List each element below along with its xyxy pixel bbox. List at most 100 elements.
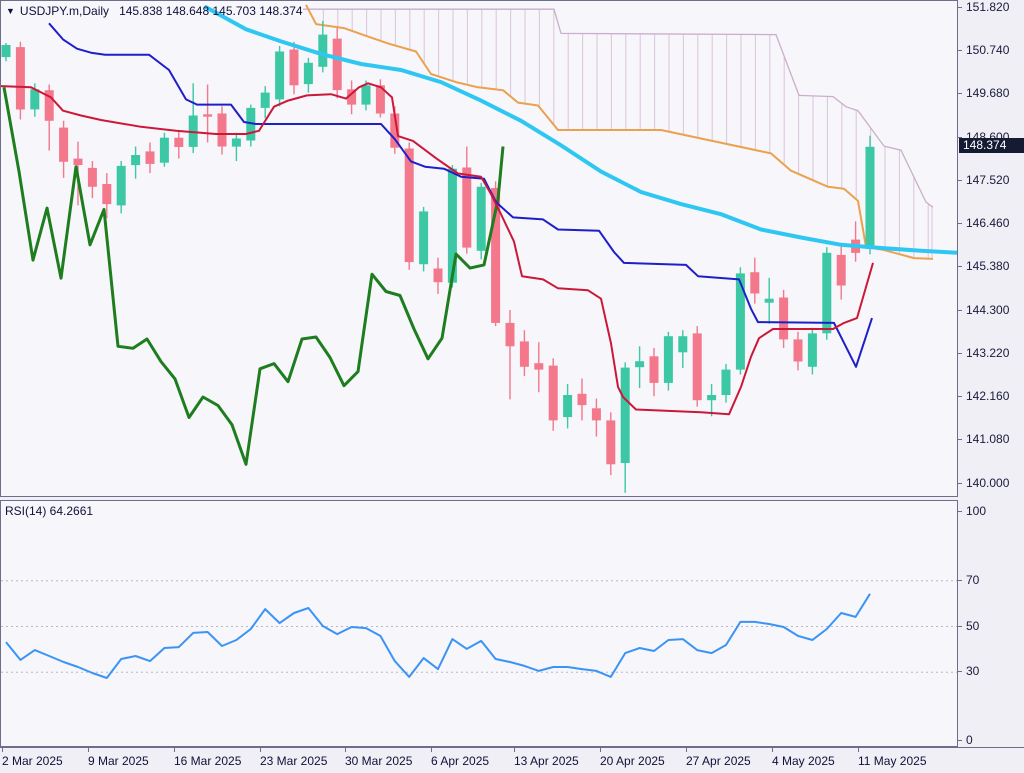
- bull-candle: [822, 247, 832, 340]
- bull-candle: [476, 182, 486, 260]
- date-axis-tick: [858, 748, 859, 752]
- bull-candle: [807, 327, 817, 375]
- rsi-axis-tick: [958, 626, 962, 627]
- bear-candle: [332, 28, 342, 99]
- date-axis-label: 16 Mar 2025: [174, 754, 242, 768]
- date-axis-tick: [431, 748, 432, 752]
- rsi-axis-label: 50: [966, 619, 980, 633]
- rsi-axis-tick: [958, 511, 962, 512]
- bull-candle: [707, 384, 717, 417]
- bull-candle: [663, 331, 673, 391]
- price-axis-label: 146.460: [966, 216, 1010, 230]
- date-axis-label: 6 Apr 2025: [431, 754, 490, 768]
- bull-candle: [635, 346, 645, 389]
- date-axis-tick: [260, 748, 261, 752]
- date-axis-tick: [2, 748, 3, 752]
- price-axis-tick: [958, 7, 962, 8]
- bear-candle: [404, 142, 414, 270]
- bull-candle: [1, 43, 11, 62]
- rsi-line: [5, 593, 871, 679]
- bear-candle: [102, 173, 112, 219]
- date-axis-tick: [772, 748, 773, 752]
- price-axis-tick: [958, 310, 962, 311]
- bear-candle: [851, 221, 861, 262]
- rsi-axis-tick: [958, 740, 962, 741]
- bear-candle: [375, 79, 385, 118]
- bear-candle: [649, 347, 659, 397]
- bear-candle: [87, 161, 97, 199]
- date-axis-tick: [514, 748, 515, 752]
- bull-candle: [419, 206, 429, 272]
- bull-candle: [188, 83, 198, 153]
- bear-candle: [433, 257, 443, 294]
- date-axis[interactable]: 2 Mar 2025 9 Mar 2025 16 Mar 2025 23 Mar 20…: [0, 747, 1024, 773]
- bull-candle: [116, 161, 126, 214]
- chevron-down-icon[interactable]: ▼: [6, 6, 15, 16]
- bear-candle: [534, 342, 544, 393]
- price-axis-tick: [958, 50, 962, 51]
- bull-candle: [678, 330, 688, 368]
- bull-candle: [275, 45, 285, 107]
- ohlc-values: 145.838 148.648 145.703 148.374: [119, 4, 303, 18]
- rsi-axis-label: 100: [966, 504, 987, 518]
- date-axis-tick: [88, 748, 89, 752]
- price-axis-tick: [958, 483, 962, 484]
- bull-candle: [361, 80, 371, 111]
- rsi-indicator-pane[interactable]: [0, 500, 958, 747]
- bear-candle: [174, 130, 184, 159]
- candles-layer: [1, 20, 875, 493]
- bull-candle: [231, 132, 241, 161]
- ichimoku-cloud-hatch: [308, 9, 933, 259]
- moving-average-line: [204, 5, 957, 255]
- bull-candle: [303, 57, 313, 93]
- rsi-chart[interactable]: [1, 501, 957, 746]
- price-axis-label: 149.680: [966, 86, 1010, 100]
- date-axis-label: 4 May 2025: [772, 754, 835, 768]
- bear-candle: [59, 120, 69, 178]
- price-axis-tick: [958, 93, 962, 94]
- bear-candle: [750, 257, 760, 304]
- date-axis-label: 30 Mar 2025: [345, 754, 413, 768]
- price-axis-label: 141.080: [966, 432, 1010, 446]
- candlestick-chart[interactable]: [1, 1, 957, 496]
- price-axis-tick: [958, 439, 962, 440]
- tenkan-sen-line: [1, 82, 874, 416]
- price-axis-tick: [958, 396, 962, 397]
- price-axis-tick: [958, 137, 962, 138]
- rsi-indicator-label: RSI(14) 64.2661: [5, 504, 94, 518]
- senkou-span-a-line: [303, 8, 934, 208]
- price-axis-label: 142.160: [966, 389, 1010, 403]
- bull-candle: [159, 132, 169, 167]
- bull-candle: [764, 277, 774, 324]
- bull-candle: [260, 86, 270, 119]
- bear-candle: [505, 310, 515, 400]
- main-chart-pane[interactable]: [0, 0, 958, 497]
- date-axis-label: 9 Mar 2025: [88, 754, 149, 768]
- price-axis-label: 150.740: [966, 43, 1010, 57]
- date-axis-label: 20 Apr 2025: [600, 754, 665, 768]
- bull-candle: [131, 146, 141, 179]
- date-axis-tick: [345, 748, 346, 752]
- price-axis-tick: [958, 266, 962, 267]
- bear-candle: [793, 331, 803, 371]
- rsi-axis-tick: [958, 671, 962, 672]
- bear-candle: [15, 41, 25, 120]
- bull-candle: [620, 362, 630, 493]
- date-axis-tick: [600, 748, 601, 752]
- rsi-axis-label: 0: [966, 733, 973, 747]
- symbol-timeframe-label: USDJPY.m,Daily: [19, 4, 110, 18]
- price-axis-label: 147.520: [966, 173, 1010, 187]
- bull-candle: [246, 104, 256, 147]
- price-axis-tick: [958, 180, 962, 181]
- current-price-badge: 148.374: [959, 138, 1024, 153]
- kijun-sen-line: [48, 22, 873, 368]
- chart-title: ▼ USDJPY.m,Daily 145.838 148.648 145.703 1…: [6, 4, 303, 18]
- date-axis-tick: [174, 748, 175, 752]
- bear-candle: [548, 358, 558, 431]
- date-axis-label: 23 Mar 2025: [260, 754, 328, 768]
- date-axis-label: 13 Apr 2025: [514, 754, 579, 768]
- price-axis-label: 151.820: [966, 0, 1010, 14]
- date-axis-label: 27 Apr 2025: [686, 754, 751, 768]
- bear-candle: [591, 398, 601, 437]
